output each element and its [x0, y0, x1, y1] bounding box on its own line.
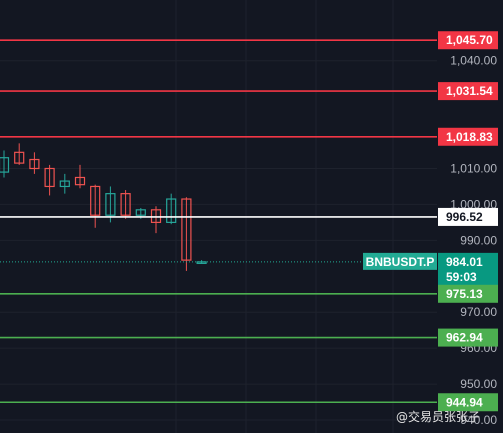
- candle-body-5: [74, 176, 86, 186]
- y-tick-label-4: 970.00: [460, 305, 497, 319]
- candle-body-1: [14, 151, 25, 164]
- level-tag-1: 1,031.54: [446, 84, 493, 98]
- watermark-text: @交易员张张子: [396, 409, 480, 424]
- candle-body-2: [29, 158, 40, 170]
- level-tags: 1,045.70 1,031.54 1,018.83 996.52 975.13 962.…: [438, 31, 498, 412]
- candle-body-8: [120, 193, 131, 216]
- level-tag-bg-0: [438, 31, 498, 50]
- level-tag-bg-6: [438, 393, 498, 412]
- candle-body-6: [90, 185, 101, 216]
- level-tag-bg-1: [438, 82, 498, 101]
- candle-body-7: [105, 193, 116, 216]
- level-tag-bg-2: [438, 127, 498, 146]
- level-tag-4: 975.13: [446, 287, 483, 301]
- last-price-bg: [438, 252, 498, 286]
- candle-body-12: [181, 198, 192, 261]
- y-tick-label-3: 990.00: [460, 233, 497, 247]
- level-lines: [0, 39, 437, 404]
- symbol-tag: BNBUSDT.P: [366, 255, 435, 269]
- level-tag-bg-4: [438, 284, 498, 303]
- candle-body-10: [150, 209, 162, 223]
- candle-body-11: [166, 198, 177, 223]
- countdown-value: 59:03: [446, 270, 477, 284]
- level-tag-5: 962.94: [446, 331, 483, 345]
- last-price-value: 984.01: [446, 255, 483, 269]
- y-tick-label-0: 1,040.00: [450, 54, 497, 68]
- candle-body-0: [0, 157, 10, 173]
- chart-grid: [0, 0, 437, 433]
- y-tick-label-6: 950.00: [460, 377, 497, 391]
- y-tick-label-7: 940.00: [460, 413, 497, 427]
- level-tag-6: 944.94: [446, 395, 483, 409]
- candle-body-3: [44, 167, 55, 188]
- y-tick-label-1: 1,010.00: [450, 161, 497, 175]
- candle-body-4: [59, 180, 70, 188]
- level-tag-bg-5: [438, 328, 498, 347]
- level-tag-2: 1,018.83: [446, 130, 493, 144]
- symbol-tag-bg: [363, 252, 437, 270]
- level-tag-0: 1,045.70: [446, 33, 493, 47]
- candle-body-9: [135, 209, 146, 216]
- candles: [0, 143, 207, 271]
- watermark: @交易员张张子: [396, 409, 480, 424]
- level-tag-bg-3: [438, 207, 498, 226]
- y-tick-label-2: 1,000.00: [450, 197, 497, 211]
- level-tag-3: 996.52: [446, 210, 483, 224]
